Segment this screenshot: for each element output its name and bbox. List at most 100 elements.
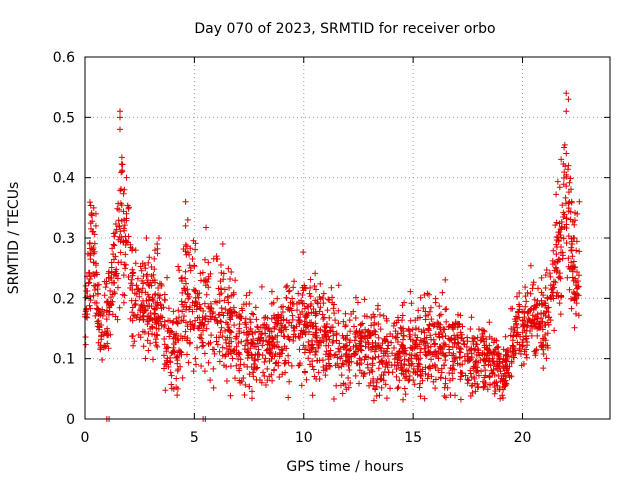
data-point (427, 332, 434, 339)
data-point (442, 394, 449, 401)
data-point (175, 337, 182, 344)
data-point (429, 320, 436, 327)
data-point (422, 370, 429, 377)
data-point (319, 295, 326, 302)
data-point (571, 221, 578, 228)
data-point (544, 319, 551, 326)
data-point (300, 249, 307, 256)
data-point (480, 384, 487, 391)
data-point (182, 275, 189, 282)
data-point (407, 336, 414, 343)
data-point (249, 369, 256, 376)
data-point (154, 241, 161, 248)
data-point (247, 319, 254, 326)
data-point (549, 261, 556, 268)
data-point (185, 306, 192, 313)
data-point (179, 308, 186, 315)
data-point (539, 335, 546, 342)
data-point (144, 303, 151, 310)
data-point (208, 332, 215, 339)
data-point (432, 363, 439, 370)
data-point (435, 367, 442, 374)
data-point (317, 280, 324, 287)
data-point (302, 344, 309, 351)
data-point (175, 307, 182, 314)
data-point (442, 333, 449, 340)
data-point (278, 350, 285, 357)
data-point (309, 358, 316, 365)
data-point (95, 317, 102, 324)
data-point (437, 374, 444, 381)
data-point (213, 299, 220, 306)
data-point (451, 355, 458, 362)
data-point (422, 351, 429, 358)
data-point (502, 382, 509, 389)
data-point (262, 355, 269, 362)
data-point (268, 288, 275, 295)
data-point (112, 220, 119, 227)
data-point (167, 369, 174, 376)
data-point (342, 322, 349, 329)
data-point (446, 346, 453, 353)
data-point (129, 317, 136, 324)
data-point (92, 222, 99, 229)
data-point (533, 318, 540, 325)
data-point (482, 367, 489, 374)
data-point (436, 312, 443, 319)
data-point (195, 294, 202, 301)
data-point (399, 317, 406, 324)
data-point (540, 292, 547, 299)
data-point (486, 350, 493, 357)
data-point (552, 264, 559, 271)
data-point (97, 344, 104, 351)
data-point (262, 381, 269, 388)
data-point (417, 314, 424, 321)
data-point (179, 289, 186, 296)
data-point (326, 336, 333, 343)
data-point (145, 347, 152, 354)
data-point (201, 368, 208, 375)
data-point (553, 268, 560, 275)
data-point (142, 355, 149, 362)
data-point (347, 328, 354, 335)
data-point (142, 307, 149, 314)
data-point (415, 356, 422, 363)
data-point (259, 342, 266, 349)
data-point (170, 344, 177, 351)
data-point (216, 348, 223, 355)
data-point (446, 323, 453, 330)
data-point (139, 285, 146, 292)
data-point (374, 306, 381, 313)
data-point (356, 380, 363, 387)
data-point (305, 342, 312, 349)
data-point (301, 329, 308, 336)
data-point (225, 343, 232, 350)
data-point (421, 395, 428, 402)
data-point (326, 327, 333, 334)
data-point (514, 308, 521, 315)
data-point (263, 324, 270, 331)
data-point (363, 353, 370, 360)
data-point (237, 379, 244, 386)
data-point (268, 371, 275, 378)
data-point (494, 382, 501, 389)
data-point (211, 316, 218, 323)
data-point (199, 327, 206, 334)
data-point (272, 350, 279, 357)
data-point (500, 346, 507, 353)
data-point (107, 287, 114, 294)
data-point (373, 393, 380, 400)
data-point (492, 388, 499, 395)
data-point (383, 317, 390, 324)
data-point (313, 332, 320, 339)
data-point (245, 346, 252, 353)
data-point (457, 312, 464, 319)
data-point (531, 348, 538, 355)
data-point (323, 323, 330, 330)
data-point (442, 375, 449, 382)
data-point (95, 326, 102, 333)
data-point (470, 340, 477, 347)
data-point (231, 347, 238, 354)
data-point (326, 314, 333, 321)
data-point (175, 263, 182, 270)
